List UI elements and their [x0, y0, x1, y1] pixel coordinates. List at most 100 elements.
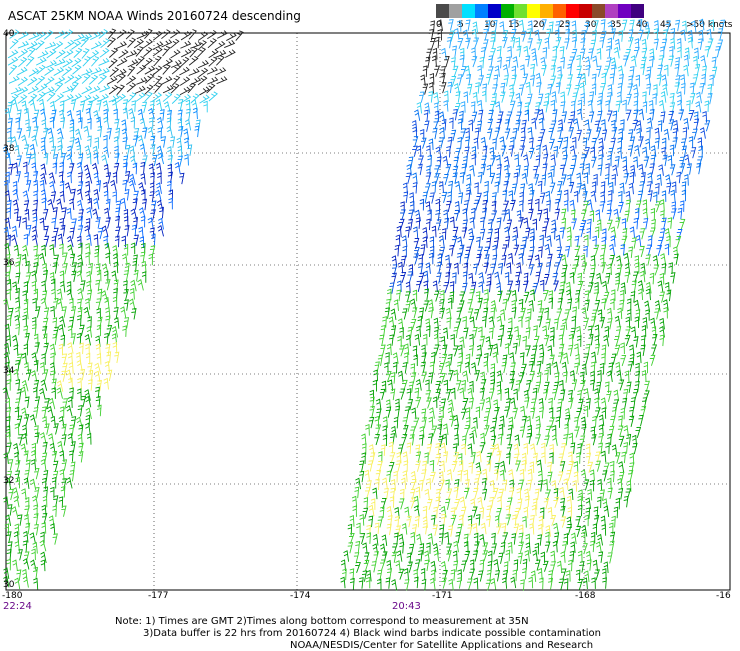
wind-barb [463, 487, 470, 499]
wind-barb [432, 47, 438, 60]
wind-barb [425, 262, 431, 274]
wind-barb [486, 515, 491, 527]
wind-barb [23, 107, 30, 120]
wind-barb [85, 414, 90, 427]
wind-barb [63, 49, 74, 59]
wind-barb [35, 75, 46, 86]
wind-barb [595, 209, 601, 221]
wind-barb [642, 146, 648, 159]
wind-barb [654, 127, 660, 140]
wind-barb [433, 118, 440, 130]
wind-barb [474, 182, 479, 194]
wind-barb [591, 577, 596, 589]
wind-barb [105, 279, 111, 291]
wind-barb [504, 342, 510, 355]
wind-barb [563, 433, 569, 446]
wind-barb [509, 370, 515, 383]
wind-barb [598, 154, 603, 166]
wind-barb [7, 117, 13, 130]
wind-barb [91, 162, 99, 175]
wind-barb [629, 353, 635, 366]
wind-barb [551, 91, 557, 103]
wind-barb [601, 228, 607, 240]
wind-barb [69, 253, 76, 265]
wind-barb [30, 449, 37, 462]
wind-barb [166, 117, 172, 129]
wind-barb [580, 254, 586, 267]
wind-barb [390, 372, 396, 384]
wind-barb [26, 153, 32, 166]
wind-barb [479, 335, 485, 348]
wind-barb [21, 407, 28, 420]
wind-barb [135, 46, 144, 57]
wind-barb [518, 524, 524, 536]
wind-barb [50, 486, 55, 499]
wind-barb [95, 343, 101, 356]
wind-barb [133, 234, 139, 246]
wind-barb [171, 75, 181, 86]
wind-barb [426, 542, 431, 554]
wind-barb [113, 136, 119, 148]
wind-barb [683, 64, 689, 77]
wind-barb [543, 101, 549, 113]
wind-barb [446, 488, 453, 500]
wind-barb [121, 128, 128, 140]
wind-barb [660, 91, 667, 103]
wind-barb [130, 242, 136, 255]
wind-barb [21, 352, 27, 365]
wind-barb [167, 146, 173, 158]
wind-barb [544, 92, 550, 105]
wind-barb [489, 480, 495, 492]
wind-barb [59, 406, 65, 418]
wind-barb [553, 496, 560, 508]
wind-barb [2, 386, 9, 399]
wind-barb [132, 198, 138, 210]
wind-barb [468, 461, 473, 474]
wind-barb [67, 352, 73, 365]
wind-barb [22, 244, 29, 257]
wind-barb [21, 488, 27, 500]
wind-barb [428, 81, 434, 94]
wind-barb [449, 281, 455, 293]
wind-barb [543, 289, 549, 301]
wind-barb [532, 549, 538, 562]
wind-barb [379, 543, 386, 555]
wind-barb [454, 499, 461, 511]
wind-barb [208, 56, 218, 67]
wind-barb [513, 453, 520, 465]
wind-barb [53, 254, 59, 266]
wind-barb [640, 262, 646, 275]
wind-barb [84, 145, 92, 157]
wind-barb [99, 84, 111, 93]
wind-barb [148, 253, 153, 266]
wind-barb [487, 560, 493, 573]
wind-barb [482, 550, 489, 562]
wind-barb [649, 108, 655, 121]
wind-barb [77, 225, 84, 237]
wind-barb [69, 198, 75, 210]
wind-barb [422, 191, 428, 203]
wind-barb [571, 155, 577, 167]
wind-barb [81, 68, 93, 76]
wind-barb [518, 19, 525, 32]
wind-barb [583, 317, 590, 329]
wind-barb [5, 254, 11, 266]
wind-barb [438, 235, 445, 247]
wind-barb [399, 541, 404, 554]
wind-barb [532, 54, 538, 67]
wind-barb [597, 110, 603, 123]
wind-barb [67, 325, 73, 337]
wind-barb [77, 433, 83, 446]
wind-barb [393, 299, 399, 311]
wind-barb [511, 289, 517, 302]
wind-barb [573, 362, 580, 375]
wind-barb [11, 98, 19, 111]
wind-barb [544, 381, 550, 393]
wind-barb [428, 416, 434, 429]
wind-barb [637, 19, 643, 31]
wind-barb [87, 135, 92, 148]
wind-barb [562, 371, 568, 383]
wind-barb [66, 207, 72, 220]
wind-barb [428, 28, 434, 41]
wind-barb [413, 354, 418, 366]
